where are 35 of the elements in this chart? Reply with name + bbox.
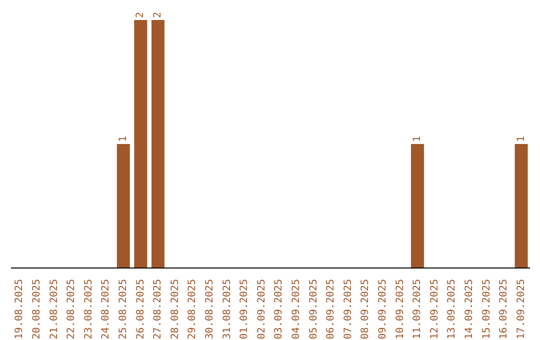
x-tick-label: 29.08.2025 [187,279,198,340]
x-tick-label: 22.08.2025 [66,279,78,340]
x-tick-label: 14.09.2025 [464,279,475,340]
x-tick-label: 04.09.2025 [290,279,302,340]
x-tick-label: 01.09.2025 [239,279,250,340]
x-tick-label: 26.08.2025 [135,279,146,340]
x-tick-label: 25.08.2025 [118,279,129,340]
data-label: 2 [152,12,164,18]
x-tick-label: 20.08.2025 [31,279,42,340]
data-label: 1 [412,136,423,142]
data-label: 1 [118,136,129,142]
x-tick-label: 13.09.2025 [446,279,458,340]
x-tick-label: 06.09.2025 [326,279,337,340]
x-tick-label: 12.09.2025 [429,279,440,340]
x-tick-label: 02.09.2025 [256,279,268,340]
x-tick-label: 15.09.2025 [481,279,492,340]
x-tick-label: 10.09.2025 [394,279,406,340]
x-tick-label: 28.08.2025 [170,279,181,340]
x-tick-label: 09.09.2025 [377,279,388,340]
x-tick-label: 11.09.2025 [412,279,424,340]
x-tick-label: 27.08.2025 [152,279,164,340]
data-label: 2 [135,12,146,18]
x-tick-label: 19.08.2025 [14,279,26,340]
x-tick-label: 16.09.2025 [498,279,510,340]
x-tick-label: 03.09.2025 [274,279,285,340]
x-tick-label: 31.08.2025 [222,279,233,340]
x-tick-label: 07.09.2025 [342,279,354,340]
x-tick-label: 21.08.2025 [48,279,60,340]
x-tick-label: 17.09.2025 [516,279,527,340]
x-tick-label: 24.08.2025 [100,279,112,340]
x-tick-label: 30.08.2025 [204,279,216,340]
x-tick-label: 05.09.2025 [308,279,320,340]
x-tick-label: 23.08.2025 [83,279,94,340]
data-label: 1 [516,136,527,142]
x-tick-label: 08.09.2025 [360,279,372,340]
